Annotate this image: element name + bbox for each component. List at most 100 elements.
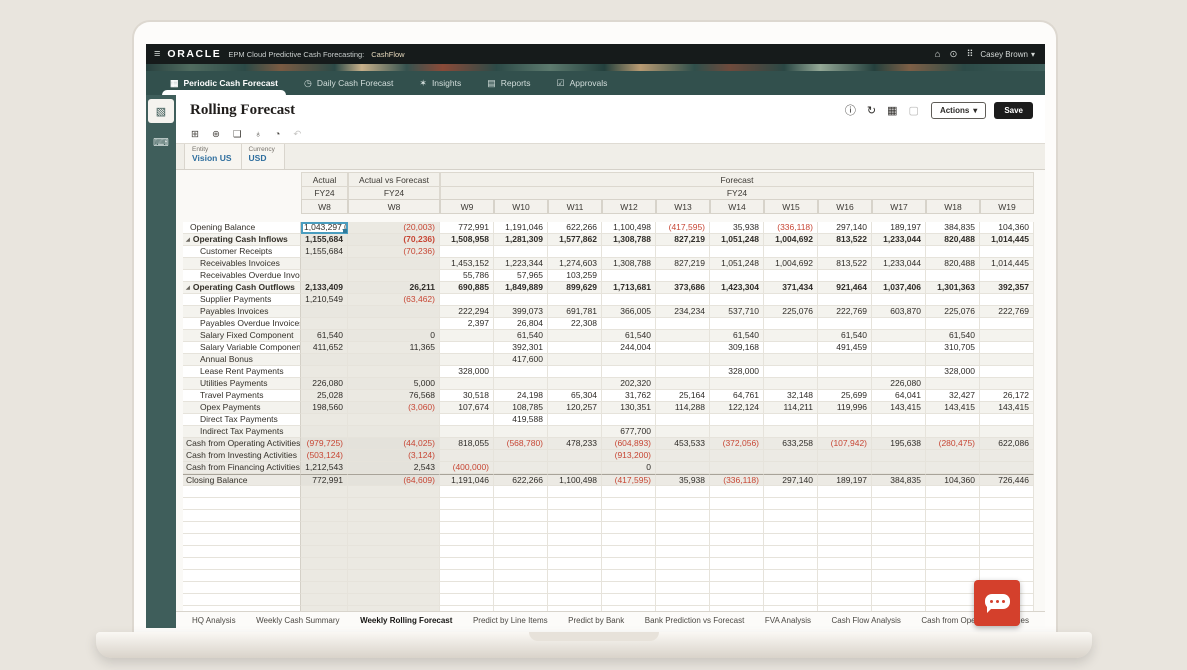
week-header-w18[interactable]: W18 <box>926 199 980 214</box>
grid-cell[interactable] <box>710 318 764 330</box>
grid-cell[interactable] <box>818 510 872 522</box>
grid-cell[interactable] <box>764 270 818 282</box>
grid-cell[interactable] <box>301 606 348 611</box>
grid-cell[interactable] <box>494 570 548 582</box>
grid-cell[interactable]: 622,086 <box>980 438 1034 450</box>
grid-cell[interactable] <box>818 450 872 462</box>
week-header-w10[interactable]: W10 <box>494 199 548 214</box>
grid-cell[interactable] <box>710 582 764 594</box>
grid-cell[interactable]: 35,938 <box>710 222 764 234</box>
grid-cell[interactable]: 1,210,549 <box>301 294 348 306</box>
grid-cell[interactable] <box>980 330 1034 342</box>
row-label-travel-payments[interactable]: Travel Payments <box>183 390 301 402</box>
pov-currency[interactable]: Currency USD <box>241 144 285 169</box>
grid-cell[interactable] <box>764 558 818 570</box>
grid-cell[interactable]: 122,124 <box>710 402 764 414</box>
grid-cell[interactable]: 392,357 <box>980 282 1034 294</box>
bottom-tab-predict-by-bank[interactable]: Predict by Bank <box>568 615 625 625</box>
grid-cell[interactable] <box>710 246 764 258</box>
grid-cell[interactable] <box>548 366 602 378</box>
refresh-icon[interactable]: ↻ <box>866 104 877 117</box>
grid-cell[interactable]: 61,540 <box>926 330 980 342</box>
grid-cell[interactable] <box>548 522 602 534</box>
grid-cell[interactable] <box>980 498 1034 510</box>
grid-cell[interactable] <box>656 318 710 330</box>
grid-cell[interactable] <box>980 450 1034 462</box>
grid-cell[interactable] <box>348 570 440 582</box>
grid-cell[interactable]: 1,100,498 <box>602 222 656 234</box>
grid-cell[interactable] <box>872 498 926 510</box>
grid-cell[interactable] <box>440 582 494 594</box>
grid-cell[interactable] <box>440 330 494 342</box>
grid-cell[interactable]: 189,197 <box>818 474 872 486</box>
grid-cell[interactable]: 1,043,297.0 <box>301 222 348 234</box>
grid-cell[interactable] <box>301 510 348 522</box>
grid-cell[interactable]: 2,133,409 <box>301 282 348 294</box>
grid-cell[interactable] <box>872 462 926 474</box>
grid-cell[interactable]: 622,266 <box>494 474 548 486</box>
grid-cell[interactable] <box>548 450 602 462</box>
grid-cell[interactable] <box>656 594 710 606</box>
grid-cell[interactable]: (400,000) <box>440 462 494 474</box>
row-label-receivables-overdue-invoices[interactable]: Receivables Overdue Invoices <box>183 270 301 282</box>
grid-cell[interactable] <box>764 606 818 611</box>
grid-cell[interactable] <box>656 366 710 378</box>
grid-cell[interactable]: 813,522 <box>818 234 872 246</box>
grid-cell[interactable]: 76,568 <box>348 390 440 402</box>
nav-tab-daily-cash-forecast[interactable]: ◷ Daily Cash Forecast <box>304 71 393 95</box>
collapse-triangle-icon[interactable]: ◢ <box>186 285 190 291</box>
grid-cell[interactable]: 226,080 <box>872 378 926 390</box>
empty-row-label[interactable] <box>183 558 301 570</box>
grid-cell[interactable]: 1,004,692 <box>764 234 818 246</box>
grid-cell[interactable] <box>301 270 348 282</box>
grid-cell[interactable] <box>301 486 348 498</box>
empty-row-label[interactable] <box>183 606 301 611</box>
grid-cell[interactable]: 1,301,363 <box>926 282 980 294</box>
grid-cell[interactable]: 328,000 <box>926 366 980 378</box>
grid-cell[interactable] <box>548 594 602 606</box>
grid-cell[interactable] <box>980 294 1034 306</box>
grid-cell[interactable] <box>656 270 710 282</box>
grid-cell[interactable] <box>348 258 440 270</box>
row-label-annual-bonus[interactable]: Annual Bonus <box>183 354 301 366</box>
grid-cell[interactable]: 310,705 <box>926 342 980 354</box>
grid-cell[interactable] <box>980 342 1034 354</box>
grid-cell[interactable] <box>872 318 926 330</box>
row-label-direct-tax-payments[interactable]: Direct Tax Payments <box>183 414 301 426</box>
grid-cell[interactable]: 225,076 <box>926 306 980 318</box>
grid-cell[interactable] <box>818 486 872 498</box>
grid-cell[interactable] <box>980 534 1034 546</box>
grid-cell[interactable]: 5,000 <box>348 378 440 390</box>
grid-cell[interactable] <box>710 462 764 474</box>
grid-cell[interactable] <box>980 558 1034 570</box>
grid-cell[interactable] <box>926 318 980 330</box>
grid-cell[interactable] <box>348 498 440 510</box>
grid-cell[interactable] <box>980 414 1034 426</box>
grid-cell[interactable] <box>818 522 872 534</box>
grid-cell[interactable]: 1,212,543 <box>301 462 348 474</box>
nav-tab-reports[interactable]: ▤ Reports <box>487 71 530 95</box>
grid-cell[interactable] <box>980 246 1034 258</box>
grid-cell[interactable] <box>710 354 764 366</box>
grid-cell[interactable] <box>301 570 348 582</box>
row-label-cash-from-investing-activities[interactable]: Cash from Investing Activities <box>183 450 301 462</box>
bottom-tab-predict-by-line-items[interactable]: Predict by Line Items <box>472 615 548 625</box>
grid-cell[interactable]: (70,236) <box>348 234 440 246</box>
grid-cell[interactable] <box>548 426 602 438</box>
grid-cell[interactable] <box>872 450 926 462</box>
grid-cell[interactable] <box>764 426 818 438</box>
grid-cell[interactable]: 1,281,309 <box>494 234 548 246</box>
grid-cell[interactable]: 120,257 <box>548 402 602 414</box>
grid-cell[interactable]: 622,266 <box>548 222 602 234</box>
grid-cell[interactable] <box>301 546 348 558</box>
grid-cell[interactable] <box>656 546 710 558</box>
grid-cell[interactable]: 22,308 <box>548 318 602 330</box>
grid-cell[interactable]: 226,080 <box>301 378 348 390</box>
grid-cell[interactable]: 373,686 <box>656 282 710 294</box>
rail-item-forecast-workspace-icon[interactable]: ▧ <box>148 99 174 123</box>
grid-cell[interactable] <box>494 594 548 606</box>
globe-icon[interactable]: ⊛ <box>211 128 220 140</box>
grid-cell[interactable] <box>926 294 980 306</box>
grid-cell[interactable] <box>602 606 656 611</box>
grid-cell[interactable] <box>872 510 926 522</box>
